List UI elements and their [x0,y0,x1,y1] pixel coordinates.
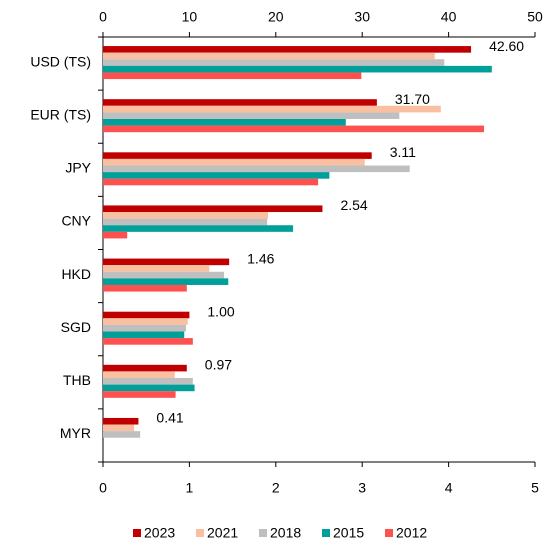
bar [103,72,362,80]
bar [103,331,185,339]
bar [103,371,175,379]
bar [103,324,186,332]
data-label: 0.41 [156,410,183,426]
bar [103,265,210,272]
bar [103,318,188,325]
bar [103,338,193,345]
x-tick-label: 0 [99,480,107,496]
x-tick-label: 1 [186,480,194,496]
y-tick-label: CNY [61,213,91,229]
bar [103,384,195,392]
data-label: 1.46 [247,250,274,266]
bar [103,172,330,179]
x2-tick-label: 10 [182,9,198,25]
bar [103,52,435,60]
bar [103,218,268,226]
bar [103,258,230,266]
bar [103,105,441,113]
bar [103,99,377,106]
x2-tick-label: 40 [441,9,457,25]
bar [103,46,472,53]
legend-label: 2018 [270,525,301,541]
legend-swatch [385,529,393,537]
bar [103,311,190,319]
bar [103,424,135,432]
y-tick-label: JPY [65,160,91,176]
bar [103,178,319,186]
bar [103,165,410,173]
legend-label: 2023 [144,525,175,541]
y-tick-label: EUR (TS) [30,106,91,122]
bar [103,278,229,285]
y-tick-label: THB [63,372,91,388]
legend-label: 2021 [207,525,238,541]
data-label: 1.00 [207,303,234,319]
legend-label: 2015 [333,525,364,541]
bar [103,205,323,213]
y-tick-label: USD (TS) [30,53,91,69]
y-tick-label: HKD [61,266,91,282]
legend-swatch [259,529,267,537]
legend-swatch [196,529,204,537]
y-tick-label: SGD [61,319,91,335]
bar [103,231,128,239]
bar [103,118,346,126]
legend-swatch [133,529,141,537]
x-tick-label: 2 [272,480,280,496]
x2-tick-label: 30 [354,9,370,25]
bar [103,158,365,166]
bar [103,378,193,385]
bar [103,284,187,292]
bar [103,212,269,219]
bar [103,112,400,119]
bar [103,391,176,398]
legend-swatch [322,529,330,537]
bar [103,417,139,425]
data-label: 2.54 [340,197,367,213]
bar [103,225,294,232]
y-tick-label: MYR [60,425,91,441]
bar [103,271,224,279]
bar [103,364,187,372]
bar [103,125,485,133]
data-label: 31.70 [395,91,430,107]
data-label: 0.97 [205,357,232,373]
bar [103,65,492,73]
x2-tick-label: 50 [527,9,543,25]
x-tick-label: 4 [445,480,453,496]
data-label: 3.11 [390,144,416,160]
x-tick-label: 5 [531,480,539,496]
x-tick-label: 3 [358,480,366,496]
bar [103,152,372,159]
data-label: 42.60 [489,38,524,54]
x2-tick-label: 0 [99,9,107,25]
legend-label: 2012 [396,525,427,541]
bar [103,431,141,438]
x2-tick-label: 20 [268,9,284,25]
bar [103,59,445,66]
